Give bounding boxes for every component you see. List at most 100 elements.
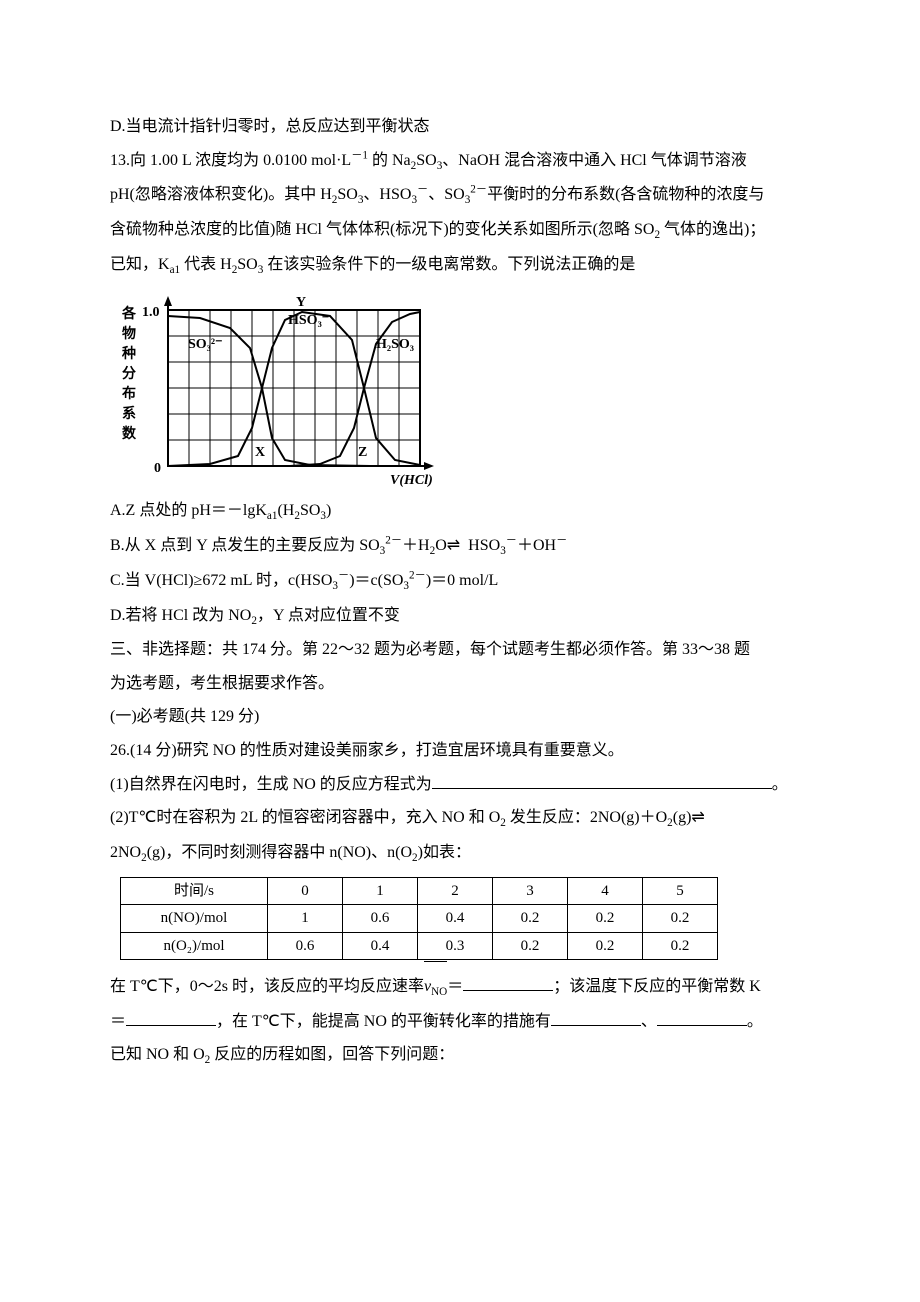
text: pH(忽略溶液体积变化)。其中 H	[110, 186, 332, 203]
blank-input[interactable]	[551, 1009, 641, 1026]
q13-line3: 含硫物种总浓度的比值)随 HCl 气体体积(标况下)的变化关系如图所示(忽略 S…	[110, 213, 810, 248]
text: ＋H	[402, 537, 430, 554]
svg-text:1.0: 1.0	[142, 305, 160, 320]
text: SO	[300, 502, 320, 519]
svg-text:物: 物	[122, 325, 136, 342]
sub: a1	[267, 511, 278, 523]
svg-text:分: 分	[122, 366, 136, 382]
q13-line2: pH(忽略溶液体积变化)。其中 H2SO3、HSO3－、SO32－平衡时的分布系…	[110, 178, 810, 213]
sup: －	[417, 184, 428, 196]
svg-text:HSO₃⁻: HSO₃⁻	[288, 313, 329, 328]
table-cell: 0.3	[418, 932, 493, 960]
text: 、NaOH 混合溶液中通入 HCl 气体调节溶液	[442, 152, 746, 169]
table-cell: 0.2	[493, 905, 568, 933]
text: C.当 V(HCl)≥672 mL 时，c(HSO	[110, 572, 332, 589]
text: A.Z 点处的 pH＝－lgK	[110, 502, 267, 519]
table-cell: 5	[643, 877, 718, 905]
text: ；该温度下反应的平衡常数 K	[553, 978, 761, 995]
text: 反应的历程如图，回答下列问题：	[210, 1046, 454, 1063]
vbar: vNO	[424, 970, 447, 1005]
text: ＝	[110, 1013, 126, 1030]
svg-text:SO₃²⁻: SO₃²⁻	[188, 337, 222, 352]
text: (g)，不同时刻测得容器中 n(NO)、n(O	[147, 844, 412, 861]
table-cell: 1	[343, 877, 418, 905]
table-cell: 0	[268, 877, 343, 905]
text: (2)T℃时在容积为 2L 的恒容密闭容器中，充入 NO 和 O	[110, 809, 500, 826]
text: ＝	[447, 978, 463, 995]
sub: 3	[411, 194, 417, 206]
section-3a: 三、非选择题：共 174 分。第 22～32 题为必考题，每个试题考生都必须作答…	[110, 633, 810, 667]
q26-2a: (2)T℃时在容积为 2L 的恒容密闭容器中，充入 NO 和 O2 发生反应：2…	[110, 801, 810, 836]
text: 13.向 1.00 L 浓度均为 0.0100 mol·L	[110, 152, 351, 169]
opt-b: B.从 X 点到 Y 点发生的主要反应为 SO32－＋H2O⇌ HSO3－＋OH…	[110, 529, 810, 564]
sup: －	[338, 569, 349, 581]
q26-3: 在 T℃下，0～2s 时，该反应的平均反应速率vNO＝ ；该温度下反应的平衡常数 …	[110, 970, 810, 1005]
svg-text:各: 各	[121, 305, 137, 322]
text: )	[326, 502, 331, 519]
q13-line4: 已知，Ka1 代表 H2SO3 在该实验条件下的一级电离常数。下列说法正确的是	[110, 248, 810, 283]
table-cell: 0.2	[568, 905, 643, 933]
text: B.从 X 点到 Y 点发生的主要反应为 SO	[110, 537, 380, 554]
text: ，Y 点对应位置不变	[257, 607, 400, 624]
distribution-chart: SO₃²⁻HSO₃⁻H₂SO₃XZY各物种分布系数1.00V(HCl)	[110, 288, 440, 488]
text: 、SO	[428, 186, 464, 203]
table-cell: 3	[493, 877, 568, 905]
text: 发生反应：2NO(g)＋O	[506, 809, 667, 826]
svg-text:数: 数	[122, 425, 137, 442]
text: 平衡时的分布系数(各含硫物种的浓度与	[487, 186, 764, 203]
text: 的 Na	[372, 152, 411, 169]
table-cell: 0.2	[568, 932, 643, 960]
text: )＝c(SO	[349, 572, 403, 589]
table-cell: 0.2	[493, 932, 568, 960]
table-cell: 4	[568, 877, 643, 905]
table-cell: 0.2	[643, 905, 718, 933]
text: D.若将 HCl 改为 NO	[110, 607, 251, 624]
table-cell: 1	[268, 905, 343, 933]
sup: 2－	[470, 184, 487, 196]
table-cell: 0.2	[643, 932, 718, 960]
text: 在该实验条件下的一级电离常数。下列说法正确的是	[263, 256, 635, 273]
text: 、	[641, 1013, 657, 1030]
table-cell: 0.6	[268, 932, 343, 960]
table-cell: 0.4	[418, 905, 493, 933]
q13-line1: 13.向 1.00 L 浓度均为 0.0100 mol·L－1 的 Na2SO3…	[110, 144, 810, 179]
sup: －	[506, 535, 517, 547]
blank-input[interactable]	[432, 772, 772, 789]
table-cell: 0.6	[343, 905, 418, 933]
svg-text:系: 系	[122, 405, 136, 422]
blank-input[interactable]	[657, 1009, 747, 1026]
section-3b: 为选考题，考生根据要求作答。	[110, 667, 810, 701]
svg-text:Y: Y	[296, 295, 306, 310]
table-cell: n(NO)/mol	[121, 905, 268, 933]
q26-intro: 26.(14 分)研究 NO 的性质对建设美丽家乡，打造宜居环境具有重要意义。	[110, 734, 810, 768]
data-table: 时间/s012345 n(NO)/mol10.60.40.20.20.2 n(O…	[120, 877, 718, 961]
table-row: n(O₂)/mol0.60.40.30.20.20.2	[121, 932, 718, 960]
text: ，在 T℃下，能提高 NO 的平衡转化率的措施有	[216, 1013, 551, 1030]
text: 。	[747, 1013, 763, 1030]
text: HSO	[468, 537, 500, 554]
opt-c: C.当 V(HCl)≥672 mL 时，c(HSO3－)＝c(SO32－)＝0 …	[110, 564, 810, 599]
sub: 3	[332, 580, 338, 592]
q26-5: 已知 NO 和 O2 反应的历程如图，回答下列问题：	[110, 1038, 810, 1073]
text: 已知 NO 和 O	[110, 1046, 205, 1063]
svg-text:V(HCl): V(HCl)	[390, 473, 433, 488]
text: SO	[337, 186, 357, 203]
sup: －1	[351, 149, 368, 161]
text: 在 T℃下，0～2s 时，该反应的平均反应速率	[110, 978, 424, 995]
blank-input[interactable]	[126, 1009, 216, 1026]
blank-input[interactable]	[463, 974, 553, 991]
sup: 2－	[409, 569, 426, 581]
sub: 3	[465, 194, 471, 206]
sub: 3	[380, 545, 386, 557]
sub: 3	[500, 545, 506, 557]
table-cell: n(O₂)/mol	[121, 932, 268, 960]
text: 含硫物种总浓度的比值)随 HCl 气体体积(标况下)的变化关系如图所示(忽略 S…	[110, 221, 654, 238]
text: 气体的逸出)；	[660, 221, 765, 238]
table-row: n(NO)/mol10.60.40.20.20.2	[121, 905, 718, 933]
q26-2b: 2NO2(g)，不同时刻测得容器中 n(NO)、n(O2)如表：	[110, 836, 810, 871]
q26-1: (1)自然界在闪电时，生成 NO 的反应方程式为。	[110, 768, 810, 802]
text: )＝0 mol/L	[426, 572, 498, 589]
text: (H	[277, 502, 294, 519]
page: D.当电流计指针归零时，总反应达到平衡状态 13.向 1.00 L 浓度均为 0…	[0, 0, 920, 1302]
arrow-icon: ⇌	[691, 809, 704, 826]
